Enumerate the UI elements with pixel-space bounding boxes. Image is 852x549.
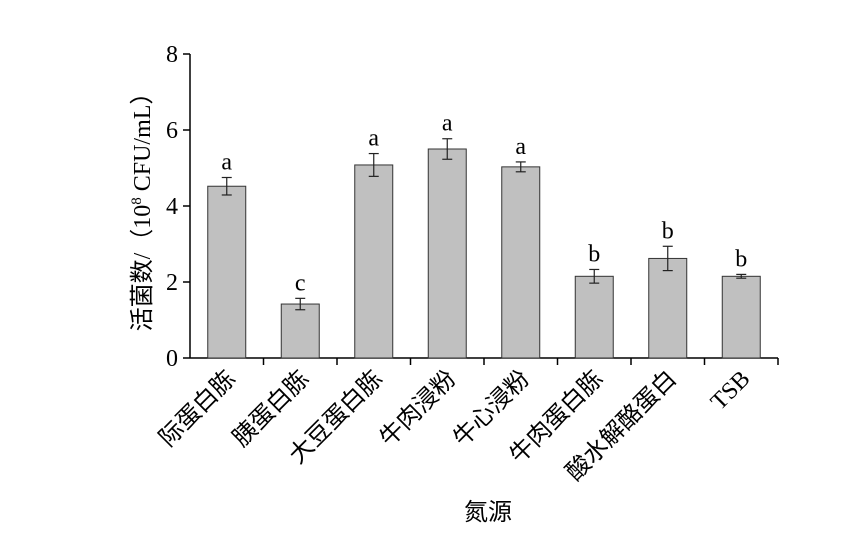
significance-letter: a — [221, 150, 232, 176]
bar — [280, 303, 320, 359]
y-axis-label: 活菌数/（108 CFU/mL） — [129, 81, 156, 332]
bar — [574, 275, 614, 359]
error-bar — [368, 152, 379, 177]
x-axis-label: 氮源 — [464, 499, 512, 526]
error-bar — [736, 273, 747, 279]
y-tick-label: 0 — [166, 346, 178, 372]
bar — [354, 164, 394, 359]
significance-letter: a — [442, 111, 453, 137]
bar — [501, 166, 541, 359]
bar — [207, 185, 247, 359]
significance-letter: a — [515, 134, 526, 160]
y-label-sup: 8 — [129, 197, 145, 205]
y-tick-label: 2 — [166, 270, 178, 296]
y-label-prefix: 活菌数/（10 — [129, 205, 156, 332]
error-bar — [295, 297, 306, 311]
y-tick-label: 8 — [166, 42, 178, 68]
bar — [427, 148, 467, 359]
bar — [648, 257, 688, 359]
significance-letter: c — [295, 270, 306, 296]
y-tick-label: 6 — [166, 118, 178, 144]
error-bar — [442, 138, 453, 160]
error-bar — [221, 176, 232, 196]
error-bar — [662, 245, 673, 272]
x-tick-label: 际蛋白胨 — [154, 365, 241, 452]
x-tick-label: TSB — [706, 366, 756, 416]
error-bar — [515, 161, 526, 173]
y-label-suffix: CFU/mL） — [130, 81, 156, 198]
significance-letter: b — [735, 246, 747, 272]
y-tick-label: 4 — [166, 194, 178, 220]
significance-letter: b — [588, 241, 600, 267]
significance-letter: a — [368, 126, 379, 152]
x-tick-label: 牛肉浸粉 — [375, 365, 462, 452]
error-bar — [589, 268, 600, 284]
bar — [721, 275, 761, 359]
significance-letter: b — [662, 218, 674, 244]
